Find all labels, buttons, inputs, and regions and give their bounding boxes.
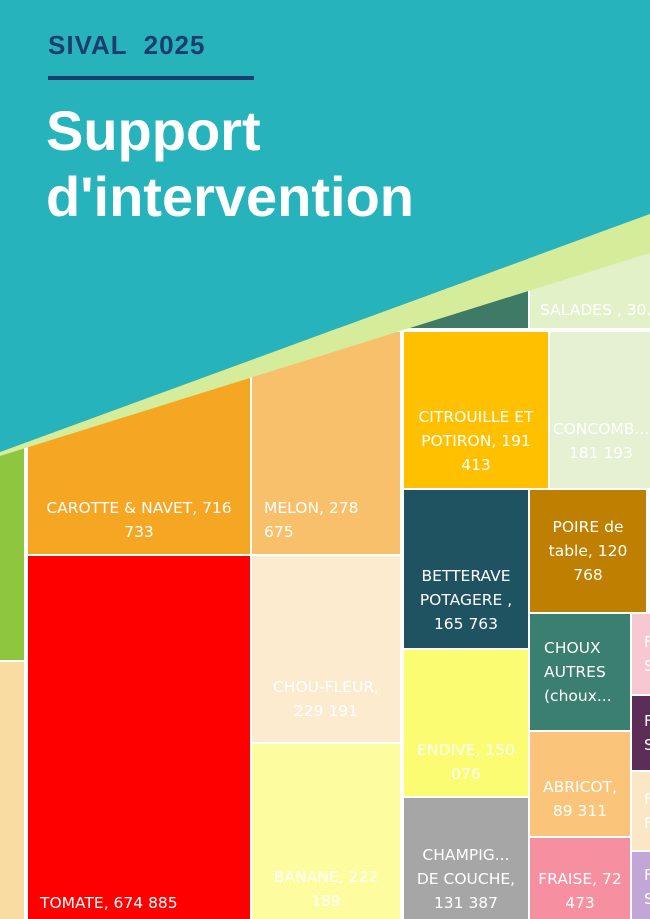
treemap-label: MELON, 278 675 bbox=[264, 499, 359, 541]
treemap-tile-right-cream: F F bbox=[630, 770, 650, 852]
treemap-tile-fraise: FRAISE, 72 473 bbox=[528, 836, 632, 919]
treemap-tile-banane: BANANE, 222 189 bbox=[250, 742, 402, 919]
treemap-label: CAROTTE & NAVET, 716 733 bbox=[46, 499, 232, 541]
treemap-label: ABRICOT, 89 311 bbox=[543, 778, 617, 820]
treemap-tile-betterave: BETTERAVE POTAGERE , 165 763 bbox=[402, 488, 530, 650]
treemap-tile-right-pink: F S bbox=[630, 612, 650, 696]
treemap-tile-abricot: ABRICOT, 89 311 bbox=[528, 730, 632, 838]
treemap-tile-endive: ENDIVE, 150 076 bbox=[402, 648, 530, 798]
treemap-label: F F bbox=[644, 787, 650, 835]
treemap-tile-chou-fleur: CHOU-FLEUR, 229 191 bbox=[250, 554, 402, 744]
treemap-label: BANANE, 222 189 bbox=[273, 868, 379, 910]
treemap-label: FRAISE, 72 473 bbox=[538, 870, 622, 912]
title-line-2: d'intervention bbox=[46, 165, 414, 228]
treemap-label: CHOU-FLEUR, 229 191 bbox=[272, 678, 379, 720]
treemap-label: TOMATE, 674 885 bbox=[40, 894, 178, 912]
treemap-label: CHAMPIG... DE COUCHE, 131 387 bbox=[416, 846, 516, 912]
treemap-tile-right-lilac: F S bbox=[630, 850, 650, 919]
treemap-tile-choux: CHOUX AUTRES (choux... bbox=[528, 612, 632, 732]
header: SIVAL 2025 Support d'intervention bbox=[46, 30, 414, 230]
treemap-label: CHOUX AUTRES (choux... bbox=[544, 639, 612, 705]
treemap-tile-poire: POIRE de table, 120 768 bbox=[528, 488, 648, 614]
treemap-label: ENDIVE, 150 076 bbox=[417, 741, 515, 783]
treemap-label: F S bbox=[644, 709, 650, 757]
treemap-tile-left-green bbox=[0, 440, 26, 662]
treemap-label: BETTERAVE POTAGERE , 165 763 bbox=[419, 567, 513, 633]
treemap-label: F S bbox=[644, 630, 650, 678]
treemap-tile-tomate: TOMATE, 674 885 bbox=[26, 554, 252, 919]
brand-label: SIVAL 2025 bbox=[48, 30, 206, 60]
treemap-label: POIRE de table, 120 768 bbox=[548, 518, 628, 584]
treemap-tile-champig: CHAMPIG... DE COUCHE, 131 387 bbox=[402, 796, 530, 919]
title-line-1: Support bbox=[46, 99, 261, 162]
treemap-label: F S bbox=[644, 863, 650, 911]
treemap-tile-left-tan bbox=[0, 660, 26, 919]
treemap-tile-right-purple: F S bbox=[630, 694, 650, 772]
page-title: Support d'intervention bbox=[46, 98, 414, 230]
title-rule bbox=[48, 76, 254, 80]
